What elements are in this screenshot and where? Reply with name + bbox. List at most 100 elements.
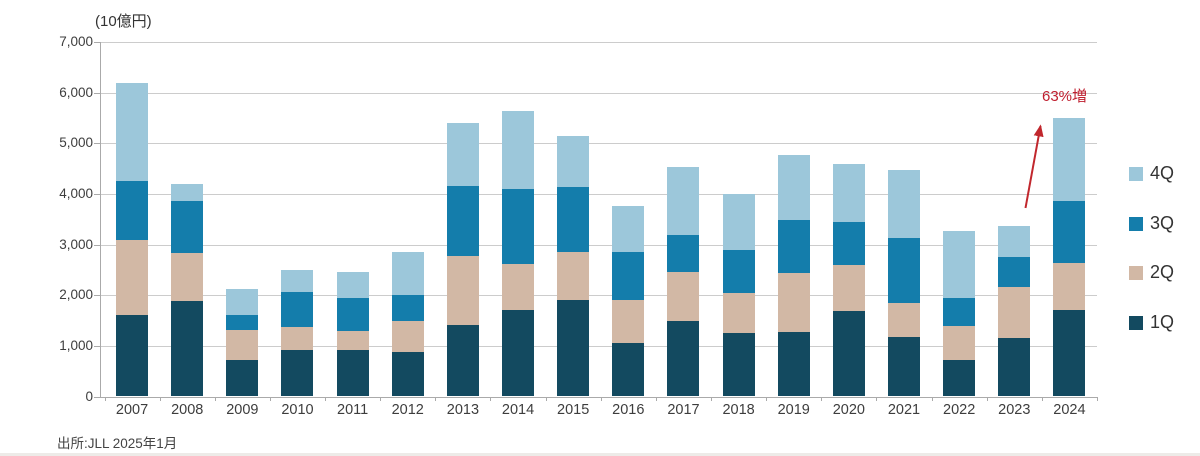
- bar-segment-2021-3Q: [888, 238, 920, 304]
- y-axis-label-5000: 5,000: [59, 135, 93, 151]
- bar-segment-2017-4Q: [667, 166, 700, 235]
- bar-segment-2011-2Q: [336, 330, 369, 350]
- bar-segment-2022-4Q: [943, 230, 976, 299]
- bar-segment-2013-1Q: [446, 324, 479, 397]
- y-axis-label-3000: 3,000: [59, 236, 93, 252]
- x-axis-tick-7: [490, 396, 492, 401]
- gridline-1000: [100, 345, 1097, 347]
- bar-segment-2021-2Q: [888, 303, 920, 337]
- bar-segment-2019-1Q: [777, 331, 810, 397]
- bar-segment-2011-4Q: [336, 272, 369, 298]
- bar-segment-2014-1Q: [502, 309, 535, 397]
- x-axis-label-2013: 2013: [446, 402, 480, 418]
- legend-label-2Q: 2Q: [1150, 262, 1175, 282]
- y-axis-label-1000: 1,000: [59, 337, 93, 353]
- x-axis-tick-18: [1097, 396, 1098, 401]
- legend-swatch-1Q: [1129, 316, 1143, 330]
- bar-segment-2009-4Q: [226, 289, 259, 315]
- x-axis-tick-15: [931, 396, 933, 401]
- bar-segment-2016-2Q: [612, 299, 645, 344]
- bar-segment-2007-2Q: [116, 239, 149, 316]
- bar-segment-2013-4Q: [446, 123, 479, 187]
- x-axis-label-2010: 2010: [281, 402, 314, 418]
- bar-segment-2018-3Q: [722, 250, 755, 294]
- y-axis-label-6000: 6,000: [59, 84, 93, 100]
- bar-segment-2012-3Q: [391, 294, 424, 321]
- x-axis-label-2008: 2008: [171, 402, 204, 418]
- bar-segment-2010-3Q: [281, 291, 314, 327]
- bar-segment-2018-2Q: [722, 293, 755, 333]
- legend-swatch-2Q: [1129, 266, 1143, 280]
- legend-swatch-4Q: [1129, 167, 1143, 181]
- bar-segment-2023-3Q: [998, 256, 1031, 287]
- bar-segment-2014-4Q: [502, 111, 535, 189]
- bar-segment-2010-2Q: [281, 326, 314, 350]
- bar-segment-2015-4Q: [557, 135, 590, 188]
- x-axis-label-2022: 2022: [943, 402, 976, 418]
- bar-segment-2023-2Q: [998, 286, 1031, 338]
- x-axis-label-2021: 2021: [887, 402, 921, 418]
- bar-segment-2022-1Q: [943, 360, 976, 397]
- bar-segment-2007-4Q: [116, 82, 149, 182]
- bar-segment-2008-2Q: [171, 253, 204, 301]
- x-axis-label-2007: 2007: [115, 402, 149, 418]
- annotation-63-percent-increase: 63%増: [1042, 88, 1088, 105]
- x-axis-label-2016: 2016: [612, 402, 645, 418]
- bar-segment-2014-3Q: [502, 188, 535, 264]
- bar-segment-2013-2Q: [446, 255, 479, 325]
- bar-segment-2022-2Q: [943, 326, 976, 361]
- bar-segment-2023-4Q: [998, 225, 1031, 257]
- x-axis-tick-8: [545, 396, 547, 401]
- bar-segment-2023-1Q: [998, 337, 1031, 397]
- gridline-5000: [100, 143, 1097, 145]
- x-axis-label-2020: 2020: [832, 402, 865, 418]
- legend-label-1Q: 1Q: [1150, 312, 1175, 332]
- bar-segment-2022-3Q: [943, 298, 976, 327]
- y-axis-tick-3000: [94, 244, 100, 246]
- legend-swatch-3Q: [1129, 217, 1143, 231]
- y-axis-label-4000: 4,000: [59, 185, 93, 201]
- x-axis-tick-17: [1041, 396, 1043, 401]
- x-axis-label-2009: 2009: [226, 402, 259, 418]
- bar-segment-2017-3Q: [667, 234, 700, 273]
- bar-segment-2020-4Q: [832, 164, 865, 223]
- x-axis-tick-10: [655, 396, 657, 401]
- y-axis-unit-label: (10億円): [95, 13, 152, 30]
- bar-segment-2008-1Q: [171, 300, 204, 397]
- gridline-7000: [100, 42, 1097, 43]
- bar-segment-2024-1Q: [1053, 310, 1086, 397]
- bar-segment-2020-1Q: [832, 311, 865, 397]
- x-axis-tick-12: [766, 396, 768, 401]
- bar-segment-2015-2Q: [557, 251, 590, 300]
- gridline-6000: [100, 92, 1097, 94]
- bar-segment-2024-4Q: [1053, 117, 1086, 201]
- x-axis-label-2015: 2015: [557, 402, 590, 418]
- bar-segment-2012-4Q: [391, 252, 424, 295]
- x-axis-line: [100, 396, 1097, 398]
- x-axis-tick-5: [380, 396, 382, 401]
- bar-segment-2016-3Q: [612, 251, 645, 300]
- source-label: 出所:JLL 2025年1月: [57, 436, 178, 451]
- x-axis-tick-6: [435, 396, 437, 401]
- legend-label-4Q: 4Q: [1150, 163, 1175, 183]
- y-axis-tick-7000: [94, 42, 100, 43]
- bar-segment-2017-2Q: [667, 272, 700, 321]
- y-axis-tick-0: [94, 396, 100, 398]
- bar-segment-2019-4Q: [777, 155, 810, 221]
- bar-segment-2010-4Q: [281, 269, 314, 292]
- y-axis-tick-6000: [94, 92, 100, 94]
- bar-segment-2014-2Q: [502, 263, 535, 310]
- bar-segment-2019-3Q: [777, 220, 810, 274]
- x-axis-tick-4: [325, 396, 327, 401]
- x-axis-tick-1: [159, 396, 161, 401]
- bar-segment-2015-3Q: [557, 187, 590, 252]
- x-axis-tick-11: [711, 396, 713, 401]
- bar-segment-2009-1Q: [226, 360, 259, 397]
- x-axis-label-2023: 2023: [998, 402, 1031, 418]
- x-axis-label-2011: 2011: [337, 402, 369, 418]
- bar-segment-2016-4Q: [612, 206, 645, 252]
- bar-segment-2024-2Q: [1053, 263, 1086, 311]
- bar-segment-2017-1Q: [667, 320, 700, 397]
- x-axis-label-2019: 2019: [777, 402, 810, 418]
